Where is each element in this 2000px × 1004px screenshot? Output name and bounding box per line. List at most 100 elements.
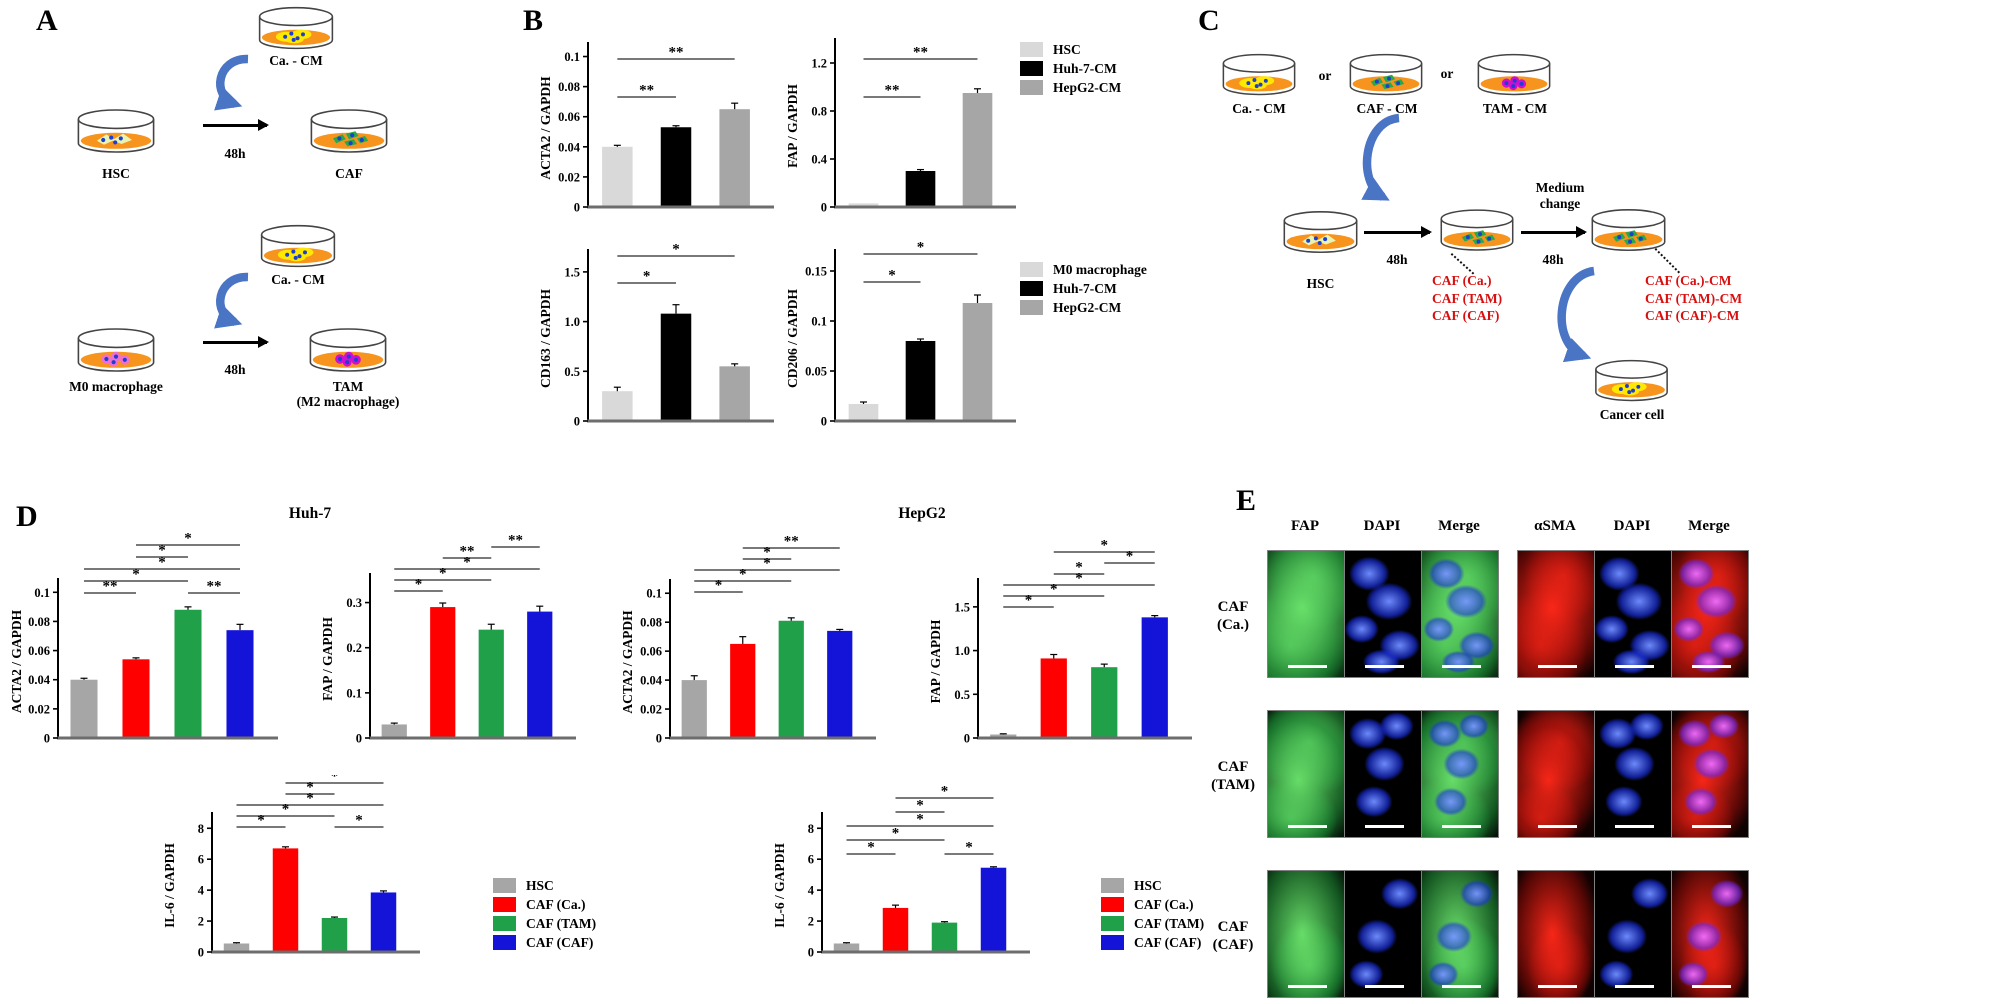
arrow-right-icon — [1521, 231, 1585, 234]
stain-column-header: Merge — [1438, 518, 1480, 534]
svg-text:*: * — [306, 791, 314, 807]
curved-arrow-icon — [1361, 113, 1400, 201]
svg-text:CD163 / GAPDH: CD163 / GAPDH — [538, 289, 553, 388]
svg-text:ACTA2 / GAPDH: ACTA2 / GAPDH — [620, 610, 635, 714]
time-48h-label: 48h — [224, 362, 246, 377]
scale-bar-icon — [1441, 824, 1482, 828]
svg-text:*: * — [672, 242, 680, 258]
legend-swatch-icon — [493, 897, 516, 912]
dish-caf-result-icon — [1439, 207, 1515, 255]
legend-label: HSC — [1053, 41, 1081, 57]
stain-column-header: Merge — [1688, 518, 1730, 534]
svg-text:0.2: 0.2 — [346, 641, 362, 655]
svg-text:**: ** — [913, 45, 928, 61]
m0-label: M0 macrophage — [69, 379, 163, 394]
svg-text:*: * — [1101, 538, 1109, 554]
svg-text:1.5: 1.5 — [564, 265, 580, 279]
legend-b-top: HSC Huh-7-CM HepG2-CM — [1020, 40, 1121, 97]
micrograph-cell — [1267, 870, 1345, 998]
dish-tam-icon — [308, 326, 388, 376]
svg-text:*: * — [132, 567, 140, 583]
svg-text:0.06: 0.06 — [640, 645, 662, 659]
chart-b-acta2: ** ** 0 0.02 0.04 0.06 0.08 0.1 ACTA2 / GAPDH — [538, 25, 778, 215]
caf-label: CAF — [335, 166, 363, 181]
arrow-right-icon — [1364, 231, 1430, 234]
hepg2-title: HepG2 — [898, 505, 946, 522]
micrograph-cell — [1267, 550, 1345, 678]
svg-text:**: ** — [885, 83, 900, 99]
svg-text:2: 2 — [808, 915, 814, 929]
svg-text:0: 0 — [574, 415, 580, 429]
scale-bar-icon — [1691, 824, 1732, 828]
svg-text:*: * — [1050, 582, 1058, 598]
svg-text:*: * — [715, 578, 723, 594]
hsc-label: HSC — [102, 166, 130, 181]
legend-label: CAF (TAM) — [526, 915, 597, 931]
hsc-label: HSC — [1306, 276, 1335, 291]
legend-item: CAF (Ca.) — [493, 895, 596, 914]
panel-c-label: C — [1198, 4, 1220, 37]
micrograph-cell — [1517, 710, 1595, 838]
legend-item: HepG2-CM — [1020, 298, 1147, 317]
svg-text:0.4: 0.4 — [811, 153, 827, 167]
red-variant-label: CAF (CAF)-CM — [1645, 308, 1740, 323]
svg-text:*: * — [892, 826, 900, 842]
dish-ca-cm-icon — [256, 5, 336, 53]
legend-label: CAF (TAM) — [1134, 915, 1205, 931]
chart-b-cd206: * * 0 0.05 0.1 0.15 CD206 / GAPDH — [782, 240, 1020, 432]
scale-bar-icon — [1287, 824, 1328, 828]
svg-text:4: 4 — [808, 884, 815, 898]
svg-text:*: * — [355, 813, 363, 829]
scale-bar-icon — [1614, 824, 1655, 828]
arrow-right-icon — [203, 124, 267, 127]
micrograph-cell — [1267, 710, 1345, 838]
legend-swatch-icon — [1020, 61, 1043, 76]
svg-text:**: ** — [508, 533, 523, 549]
tam-label: TAM — [332, 379, 364, 394]
legend-swatch-icon — [1020, 80, 1043, 95]
svg-text:0.1: 0.1 — [346, 686, 362, 700]
svg-text:*: * — [1075, 571, 1083, 587]
scale-bar-icon — [1537, 984, 1578, 988]
micrograph-cell — [1421, 550, 1499, 678]
legend-item: CAF (Ca.) — [1101, 895, 1204, 914]
micrograph-cell — [1421, 710, 1499, 838]
svg-text:0.1: 0.1 — [564, 50, 580, 64]
legend-swatch-icon — [1101, 897, 1124, 912]
legend-item: CAF (TAM) — [493, 914, 596, 933]
legend-item: CAF (TAM) — [1101, 914, 1204, 933]
legend-swatch-icon — [1101, 878, 1124, 893]
svg-text:ACTA2 / GAPDH: ACTA2 / GAPDH — [10, 609, 24, 713]
scale-bar-icon — [1364, 664, 1405, 668]
chart-d-hepg2-il6: * * * * * * 0 2 4 6 8 IL-6 / GAPDH — [758, 775, 1034, 965]
legend-d-huh7: HSC CAF (Ca.) CAF (TAM) CAF (CAF) — [493, 876, 596, 952]
scale-bar-icon — [1441, 664, 1482, 668]
svg-text:0.05: 0.05 — [805, 365, 827, 379]
svg-text:0.08: 0.08 — [28, 615, 50, 629]
panel-a-label: A — [36, 4, 58, 37]
svg-text:*: * — [1075, 560, 1083, 576]
svg-text:1.0: 1.0 — [954, 644, 970, 658]
svg-text:*: * — [184, 533, 192, 547]
svg-text:0: 0 — [44, 732, 50, 746]
legend-label: Huh-7-CM — [1053, 280, 1117, 296]
panel-e-label: E — [1236, 484, 1257, 517]
svg-text:**: ** — [460, 544, 475, 560]
red-variant-label: CAF (TAM)-CM — [1645, 290, 1743, 306]
svg-text:0: 0 — [821, 415, 827, 429]
micrograph-cell — [1344, 710, 1422, 838]
svg-text:*: * — [463, 555, 471, 571]
svg-text:0: 0 — [964, 732, 970, 746]
micrograph-cell — [1671, 870, 1749, 998]
legend-item: Huh-7-CM — [1020, 59, 1121, 78]
or-label: or — [1318, 68, 1332, 83]
condition-row-label: CAF (CAF) — [1212, 919, 1254, 953]
svg-text:*: * — [1126, 549, 1134, 565]
legend-swatch-icon — [493, 878, 516, 893]
legend-label: CAF (CAF) — [526, 934, 594, 950]
svg-text:0.04: 0.04 — [28, 673, 51, 687]
legend-d-hepg2: HSC CAF (Ca.) CAF (TAM) CAF (CAF) — [1101, 876, 1204, 952]
scale-bar-icon — [1364, 984, 1405, 988]
svg-text:1.5: 1.5 — [954, 600, 970, 614]
